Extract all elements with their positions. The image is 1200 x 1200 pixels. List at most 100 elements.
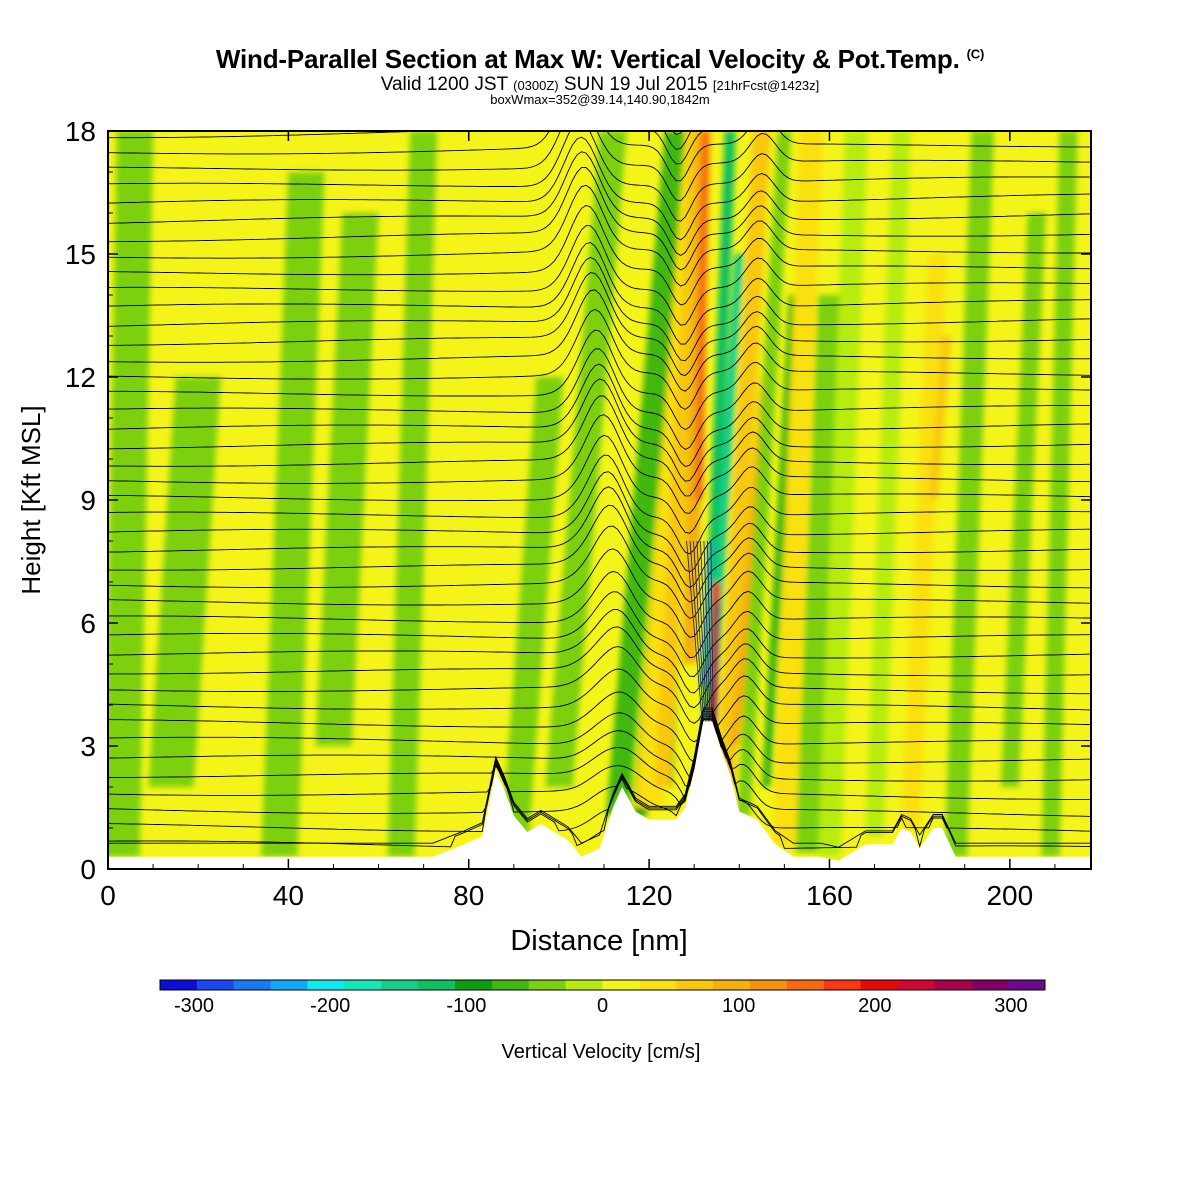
contour-line	[108, 570, 1091, 659]
colorbar-swatch	[270, 980, 308, 990]
velocity-band	[944, 131, 995, 857]
velocity-band	[545, 131, 627, 787]
forecast-info: [21hrFcst@1423z]	[712, 78, 820, 93]
contour-line	[696, 540, 708, 722]
x-tick-label: 0	[100, 880, 116, 911]
contour-line	[108, 434, 1091, 534]
contour-line	[706, 540, 713, 722]
colorbar-swatch	[713, 980, 751, 990]
contour-line	[108, 707, 1091, 848]
contour-line	[108, 131, 1091, 182]
contour-line	[108, 136, 1091, 241]
velocity-field	[108, 131, 1078, 857]
contour-line	[671, 131, 683, 136]
contour-line	[108, 486, 1091, 589]
contour-line	[108, 225, 1091, 326]
contour-line	[108, 668, 1091, 743]
velocity-band	[387, 131, 438, 857]
colorbar-frame	[159, 979, 1046, 991]
copyright-mark: (C)	[966, 46, 985, 62]
contour-line	[108, 626, 1091, 709]
x-tick-label: 40	[273, 880, 304, 911]
title-text: Wind-Parallel Section at Max W: Vertical…	[215, 44, 960, 74]
colorbar-swatch	[160, 980, 198, 990]
velocity-band	[148, 377, 221, 787]
contour-line	[108, 609, 1091, 694]
velocity-band	[928, 336, 952, 500]
velocity-band	[901, 254, 947, 828]
axes: 0 40 80 120 160 200 0 3 6 9 12 15 18	[65, 116, 1091, 911]
contour-line	[108, 414, 1091, 514]
colorbar-swatch	[602, 980, 640, 990]
x-tick-label: 80	[453, 880, 484, 911]
colorbar: -300 -200 -100 0 100 200 300	[159, 979, 1046, 1017]
contour-line	[108, 454, 1091, 555]
contour-line	[108, 378, 1091, 482]
colorbar-swatch	[934, 980, 972, 990]
velocity-band	[315, 213, 379, 746]
contour-line	[108, 131, 1091, 202]
colorbar-swatch	[823, 980, 862, 990]
contour-line	[108, 256, 1091, 362]
colorbar-swatch	[860, 980, 898, 990]
velocity-band	[795, 295, 841, 853]
velocity-band	[773, 131, 823, 845]
contour-line	[689, 540, 705, 722]
valid-label: Valid 1200 JST	[380, 74, 508, 95]
contour-line	[108, 272, 1091, 377]
valid-date: SUN 19 Jul 2015	[563, 74, 708, 95]
contour-line	[108, 591, 1091, 677]
contour-line	[108, 717, 1091, 787]
x-axis-label: Distance [nm]	[510, 925, 687, 957]
colorbar-swatch	[307, 980, 345, 990]
contour-line	[108, 131, 1091, 222]
contour-line	[700, 540, 709, 722]
contour-line	[108, 646, 1091, 724]
contour-line	[693, 540, 706, 722]
colorbar-swatch	[528, 980, 567, 990]
colorbar-tick-label: -200	[310, 995, 350, 1017]
colorbar-swatch	[1008, 980, 1046, 990]
contour-line	[108, 151, 1091, 257]
y-tick-label: 3	[80, 731, 96, 762]
contour-line	[108, 167, 1091, 271]
colorbar-tick-label: 100	[722, 995, 755, 1017]
contour-line	[108, 289, 1091, 392]
colorbar-tick-label: 200	[858, 995, 891, 1017]
valid-time-line: Valid 1200 JST (0300Z) SUN 19 Jul 2015 […	[0, 74, 1200, 96]
velocity-band	[737, 131, 792, 816]
colorbar-swatch	[786, 980, 825, 990]
y-tick-label: 0	[80, 854, 96, 885]
contour-line	[108, 308, 1091, 410]
contour-line	[108, 329, 1091, 431]
contour-line	[108, 712, 1091, 817]
y-tick-label: 6	[80, 608, 96, 639]
contour-line	[108, 709, 1091, 849]
y-tick-label: 12	[65, 362, 96, 393]
contour-line	[703, 540, 711, 722]
velocity-band	[716, 131, 771, 787]
box-max-info: boxWmax=352@39.14,140.90,1842m	[490, 92, 710, 107]
contour-line	[108, 131, 704, 165]
x-tick-label: 120	[626, 880, 673, 911]
colorbar-swatch	[491, 980, 530, 990]
colorbar-swatch	[897, 980, 935, 990]
contour-line	[108, 184, 1091, 287]
colorbar-tick-label: -300	[174, 995, 214, 1017]
y-tick-label: 9	[80, 485, 96, 516]
colorbar-swatch	[233, 980, 272, 990]
contour-line	[108, 712, 1091, 779]
velocity-band	[1000, 213, 1046, 787]
colorbar-tick-label: -100	[446, 995, 486, 1017]
contour-line	[108, 363, 1091, 468]
velocity-band	[108, 131, 154, 857]
colorbar-label: Vertical Velocity [cm/s]	[502, 1041, 701, 1063]
contour-line	[108, 204, 1091, 306]
contour-line	[686, 540, 703, 722]
contour-line	[108, 471, 1091, 573]
x-tick-label: 200	[986, 880, 1033, 911]
pot-temp-contours	[108, 131, 1091, 849]
velocity-band	[261, 172, 325, 857]
contour-line	[108, 395, 1091, 497]
